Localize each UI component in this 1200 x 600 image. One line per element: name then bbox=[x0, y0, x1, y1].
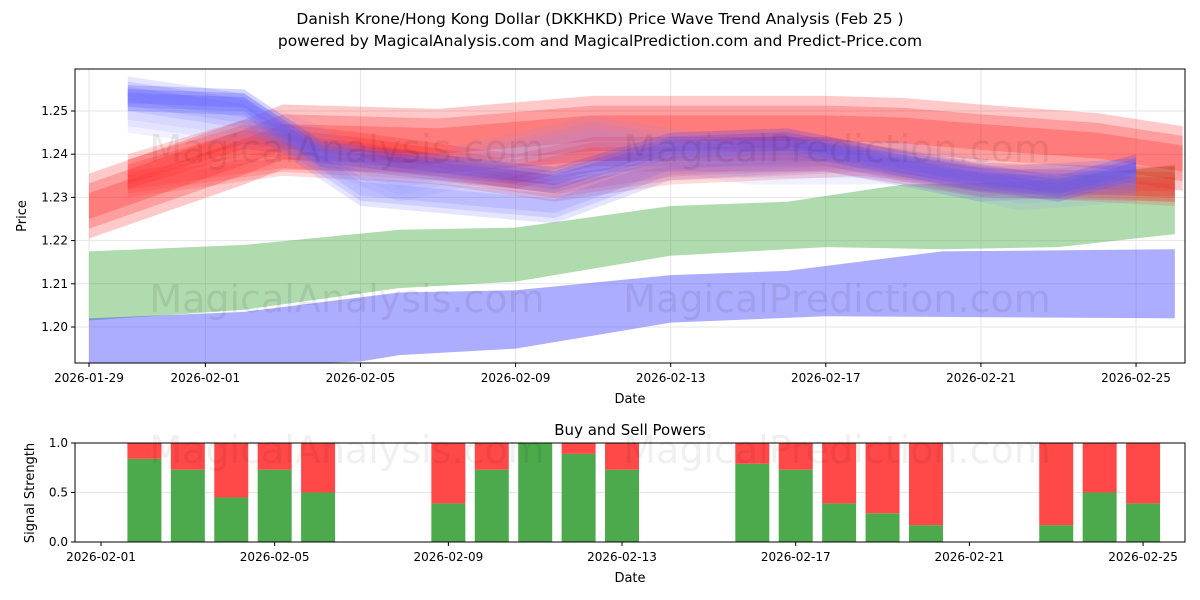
y-tick-label: 0.0 bbox=[49, 535, 68, 549]
buy-bar bbox=[518, 443, 553, 542]
x-tick-label: 2026-02-01 bbox=[170, 371, 240, 385]
red-wave-2 bbox=[127, 130, 1175, 192]
red-wave-3 bbox=[127, 153, 1175, 203]
blue-wave-3 bbox=[127, 95, 1137, 204]
chart-subtitle: powered by MagicalAnalysis.com and Magic… bbox=[277, 32, 923, 50]
sell-bar bbox=[127, 443, 162, 459]
sell-bar bbox=[257, 443, 292, 470]
x-tick-label: 2026-02-17 bbox=[761, 550, 831, 564]
buy-bar bbox=[301, 492, 336, 542]
y-tick-label: 0.5 bbox=[49, 486, 68, 500]
x-tick-label: 2026-02-09 bbox=[413, 550, 483, 564]
sell-bar bbox=[908, 443, 943, 526]
red-wave-1 bbox=[89, 105, 1183, 229]
price-chart: 1.20 1.21 1.22 1.23 1.24 1.25 2026-01-29 2026-0… bbox=[41, 68, 1186, 385]
green-band bbox=[89, 165, 1175, 321]
buy-bar bbox=[1126, 503, 1161, 542]
buy-bar bbox=[127, 458, 162, 542]
buy-bar bbox=[1039, 525, 1074, 542]
buy-bar bbox=[431, 503, 466, 542]
x-tick-label: 2026-02-01 bbox=[66, 550, 136, 564]
x-tick-label: 2026-01-29 bbox=[54, 371, 124, 385]
watermark: MagicalPrediction.com bbox=[623, 127, 1051, 171]
signal-y-label: Signal Strength bbox=[23, 443, 38, 543]
sell-bar bbox=[170, 443, 205, 470]
sell-bar bbox=[605, 443, 640, 470]
sell-bar bbox=[865, 443, 900, 514]
buy-bar bbox=[1082, 492, 1117, 542]
buy-bar bbox=[778, 469, 813, 542]
sell-bar bbox=[301, 443, 336, 493]
buy-bar bbox=[908, 525, 943, 542]
sell-bar bbox=[431, 443, 466, 504]
y-tick-label: 1.25 bbox=[41, 104, 68, 118]
red-wave-1 bbox=[89, 95, 1183, 239]
y-tick-label: 1.22 bbox=[41, 234, 68, 248]
blue-wave-3 bbox=[127, 102, 1137, 198]
buy-bar bbox=[822, 503, 857, 542]
watermark: MagicalAnalysis.com bbox=[149, 127, 544, 171]
sell-bar bbox=[822, 443, 857, 504]
red-wave-2 bbox=[127, 119, 1175, 202]
signal-chart-title: Buy and Sell Powers bbox=[554, 421, 706, 439]
red-wave-2 bbox=[127, 124, 1175, 197]
price-x-label: Date bbox=[614, 392, 645, 407]
buy-bar bbox=[865, 513, 900, 542]
y-tick-label: 1.23 bbox=[41, 190, 68, 204]
sell-bar bbox=[735, 443, 770, 464]
blue-wave-2 bbox=[127, 76, 1137, 224]
x-tick-label: 2026-02-13 bbox=[587, 550, 657, 564]
plot-area bbox=[89, 76, 1183, 363]
y-tick-label: 1.21 bbox=[41, 277, 68, 291]
x-tick-label: 2026-02-21 bbox=[935, 550, 1005, 564]
x-tick-label: 2026-02-21 bbox=[946, 371, 1016, 385]
blue-wave-2 bbox=[127, 81, 1137, 219]
y-tick-label: 1.20 bbox=[41, 320, 68, 334]
blue-wave-1 bbox=[127, 88, 1137, 198]
x-tick-label: 2026-02-17 bbox=[791, 371, 861, 385]
signal-chart: 0.0 0.5 1.0 2026-02-01 2026-02-05 2026-02-09 2… bbox=[49, 428, 1186, 564]
blue-lower-band bbox=[89, 249, 1175, 363]
buy-bar bbox=[170, 469, 205, 542]
blue-wave-1 bbox=[127, 85, 1137, 202]
watermark: MagicalPrediction.com bbox=[623, 428, 1051, 472]
x-tick-label: 2026-02-25 bbox=[1108, 550, 1178, 564]
watermark: MagicalPrediction.com bbox=[623, 277, 1051, 321]
red-wave-3 bbox=[127, 149, 1175, 207]
sell-bar bbox=[1126, 443, 1161, 504]
y-tick-label: 1.0 bbox=[49, 436, 68, 450]
x-tick-label: 2026-02-13 bbox=[636, 371, 706, 385]
y-tick-label: 1.24 bbox=[41, 147, 68, 161]
sell-bar bbox=[214, 443, 249, 498]
buy-bar bbox=[561, 453, 596, 542]
signal-axes-frame bbox=[74, 442, 1186, 543]
sell-bar bbox=[778, 443, 813, 470]
sell-bar bbox=[474, 443, 509, 470]
watermark: MagicalAnalysis.com bbox=[149, 428, 544, 472]
buy-bar bbox=[605, 469, 640, 542]
buy-bar bbox=[257, 469, 292, 542]
chart-title: Danish Krone/Hong Kong Dollar (DKKHKD) P… bbox=[296, 10, 904, 28]
price-y-label: Price bbox=[15, 200, 30, 232]
sell-bar bbox=[561, 443, 596, 454]
blue-wave-1 bbox=[127, 92, 1137, 194]
buy-bar bbox=[735, 463, 770, 542]
red-wave-3 bbox=[127, 157, 1175, 199]
x-tick-label: 2026-02-25 bbox=[1101, 371, 1171, 385]
sell-bar bbox=[1082, 443, 1117, 493]
buy-bar bbox=[214, 497, 249, 542]
blue-wave-3 bbox=[127, 89, 1137, 211]
x-tick-label: 2026-02-05 bbox=[326, 371, 396, 385]
x-tick-label: 2026-02-09 bbox=[481, 371, 551, 385]
buy-bar bbox=[474, 469, 509, 542]
signal-x-label: Date bbox=[614, 571, 645, 586]
red-wave-1 bbox=[89, 115, 1183, 219]
sell-bar bbox=[1039, 443, 1074, 526]
watermark: MagicalAnalysis.com bbox=[149, 277, 544, 321]
x-tick-label: 2026-02-05 bbox=[240, 550, 310, 564]
price-axes-frame bbox=[74, 68, 1186, 364]
